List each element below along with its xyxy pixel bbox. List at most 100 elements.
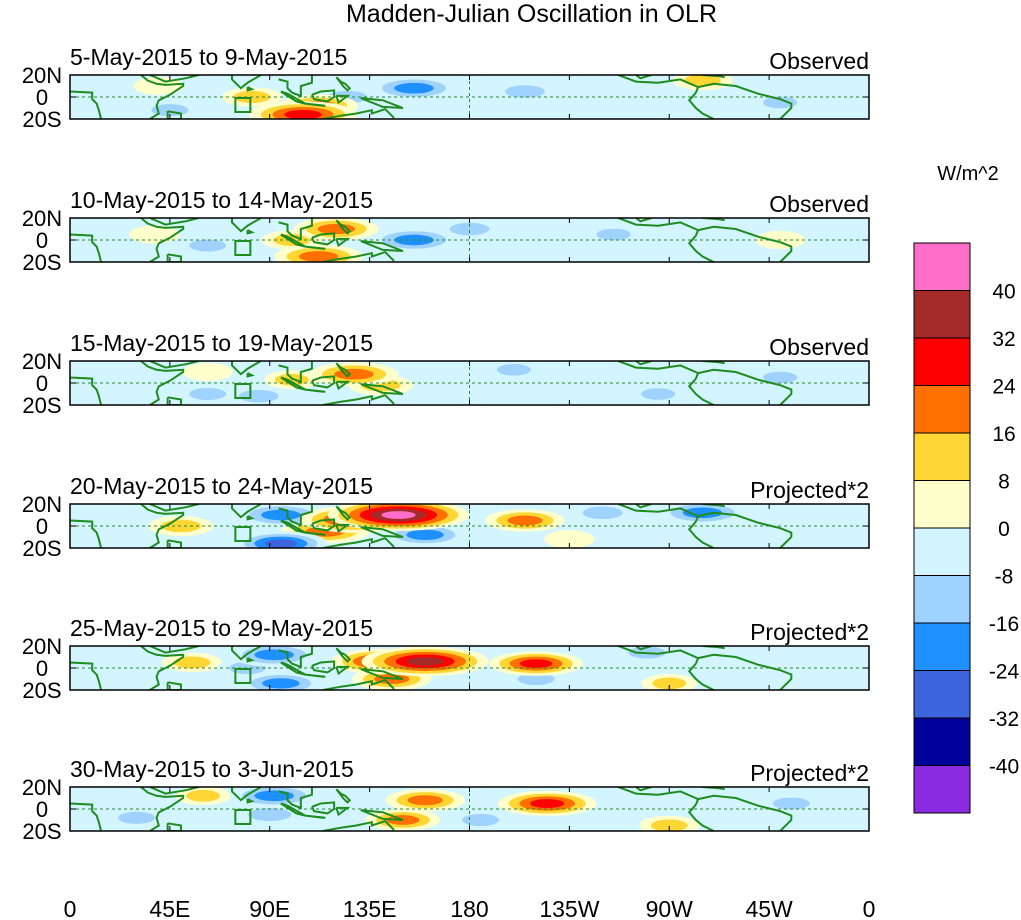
colorbar-level-label: -40 xyxy=(989,756,1019,779)
coastline xyxy=(70,376,103,405)
coastline xyxy=(617,218,700,236)
reference-box xyxy=(234,526,252,542)
y-tick-label: 20N xyxy=(22,206,62,231)
contour-blob xyxy=(505,85,545,98)
panel-date-label: 10-May-2015 to 14-May-2015 xyxy=(70,187,373,213)
x-tick-label: 180 xyxy=(450,896,488,920)
x-tick-label: 90E xyxy=(249,896,290,920)
coastline xyxy=(149,646,199,654)
colorbar-swatch xyxy=(913,290,971,339)
coastline xyxy=(278,218,313,241)
coastline xyxy=(305,388,326,393)
panel-4-field xyxy=(70,504,869,548)
colorbar-swatch xyxy=(913,432,971,481)
panel-date-label: 5-May-2015 to 9-May-2015 xyxy=(70,44,347,70)
colorbar-swatch xyxy=(913,670,971,719)
x-tick-label: 0 xyxy=(64,896,77,920)
colorbar-swatch xyxy=(913,717,971,766)
contour-blob xyxy=(182,362,233,382)
contour-blob xyxy=(334,368,374,380)
coastline xyxy=(322,536,395,548)
y-tick-label: 20S xyxy=(22,250,61,275)
contour-blob xyxy=(407,795,443,806)
coastline xyxy=(305,102,326,107)
coastline xyxy=(70,90,103,119)
coastline xyxy=(149,787,199,795)
y-tick-label: 0 xyxy=(36,371,48,396)
colorbar-level-label: -32 xyxy=(989,708,1019,731)
y-tick-label: 20N xyxy=(22,349,62,374)
panel-5-field xyxy=(70,646,869,690)
panel-type-label: Projected*2 xyxy=(750,619,869,645)
contour-blob xyxy=(406,529,444,540)
coastline xyxy=(635,646,652,651)
contour-blob xyxy=(763,96,798,109)
coastline xyxy=(322,819,395,831)
y-tick-label: 0 xyxy=(36,514,48,539)
y-tick-label: 20S xyxy=(22,393,61,418)
colorbar-level-label: 40 xyxy=(992,281,1015,304)
contour-blob xyxy=(118,811,156,824)
coastline xyxy=(335,362,352,378)
coastline xyxy=(166,681,182,690)
x-tick-label: 135W xyxy=(539,896,599,920)
coastline xyxy=(360,383,404,395)
contour-blob xyxy=(544,530,595,548)
coastline xyxy=(70,661,103,690)
coastline xyxy=(149,504,199,512)
coastline xyxy=(166,539,182,548)
coastline xyxy=(635,361,652,366)
coastline xyxy=(140,646,185,690)
coastline xyxy=(335,523,351,534)
coastline xyxy=(246,515,255,521)
reference-box xyxy=(234,240,252,256)
panel-2-field xyxy=(70,218,869,262)
panel-date-label: 15-May-2015 to 19-May-2015 xyxy=(70,330,373,356)
contour-blob xyxy=(462,813,500,827)
y-tick-label: 20N xyxy=(22,634,62,659)
coastline xyxy=(246,798,255,804)
coastline xyxy=(335,76,352,92)
coastline xyxy=(278,361,313,384)
coastline xyxy=(687,377,715,405)
coastline xyxy=(140,218,185,262)
coastline xyxy=(231,218,262,233)
coastline xyxy=(166,110,182,119)
coastline xyxy=(246,657,255,663)
coastline xyxy=(617,787,700,805)
x-tick-label: 45W xyxy=(745,896,793,920)
contour-blob xyxy=(519,659,553,668)
contour-blob xyxy=(406,657,444,666)
colorbar-swatch xyxy=(913,385,971,434)
colorbar-units: W/m^2 xyxy=(937,163,999,185)
panel-date-label: 30-May-2015 to 3-Jun-2015 xyxy=(70,756,354,782)
contour-blob xyxy=(394,82,434,94)
y-tick-label: 20S xyxy=(22,536,61,561)
coastline xyxy=(697,368,793,405)
chart-title: Madden-Julian Oscillation in OLR xyxy=(345,0,717,28)
coastline xyxy=(335,806,351,817)
colorbar-swatch xyxy=(913,480,971,529)
panel-date-label: 20-May-2015 to 24-May-2015 xyxy=(70,473,373,499)
coastline xyxy=(246,86,255,92)
coastline xyxy=(166,822,182,831)
reference-box xyxy=(234,668,252,684)
panel-type-label: Observed xyxy=(769,191,869,217)
coastline xyxy=(617,646,700,664)
coastline xyxy=(335,237,351,248)
coastline xyxy=(278,75,313,98)
contour-blob xyxy=(596,228,631,241)
coastline xyxy=(322,107,395,119)
y-tick-label: 20S xyxy=(22,678,61,703)
coastline xyxy=(231,504,262,519)
coastline xyxy=(635,504,652,509)
coastline xyxy=(335,647,352,663)
contour-blob xyxy=(186,789,221,802)
y-tick-label: 20S xyxy=(22,107,61,132)
coastline xyxy=(335,505,352,521)
contour-blob xyxy=(641,388,676,400)
coastline xyxy=(617,504,700,522)
reference-box xyxy=(234,383,252,399)
